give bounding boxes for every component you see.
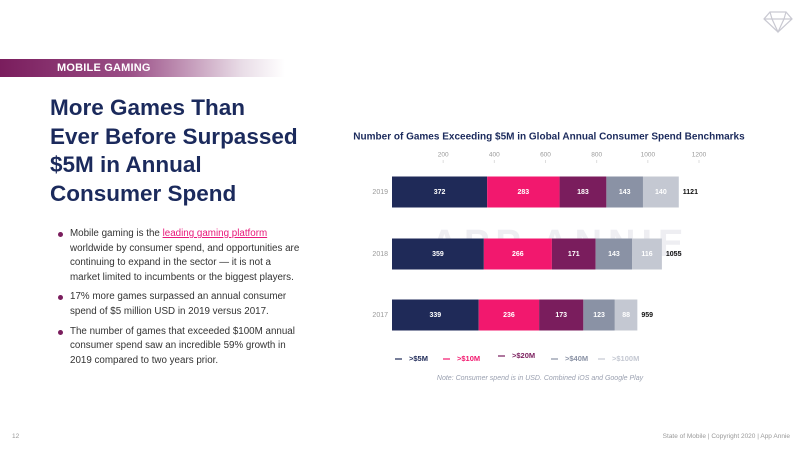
bullet: 17% more games surpassed an annual consu… bbox=[57, 290, 302, 319]
value-label: 173 bbox=[555, 312, 567, 319]
bar-segment bbox=[595, 238, 633, 270]
chart-note: Note: Consumer spend is in USD. Combined… bbox=[437, 375, 644, 382]
y-tick-label: 2018 bbox=[372, 251, 388, 258]
value-label: 183 bbox=[577, 189, 589, 196]
total-label: 1055 bbox=[666, 251, 682, 258]
footer-credit: State of Mobile | Copyright 2020 | App A… bbox=[662, 433, 790, 440]
bar-segment bbox=[583, 299, 615, 331]
value-label: 116 bbox=[641, 251, 652, 258]
value-label: 339 bbox=[430, 312, 442, 319]
x-tick-label: 400 bbox=[489, 152, 500, 159]
value-label: 372 bbox=[434, 189, 446, 196]
value-label: 266 bbox=[512, 251, 524, 258]
bar-segment bbox=[642, 176, 679, 208]
title-line: Consumer Spend bbox=[50, 180, 237, 206]
bar-segment bbox=[478, 299, 540, 331]
bar-segment bbox=[392, 299, 479, 331]
x-tick-label: 800 bbox=[591, 152, 602, 159]
bullet-text: 17% more games surpassed an annual consu… bbox=[70, 291, 287, 317]
bar-segment bbox=[483, 238, 552, 270]
page-number: 12 bbox=[12, 433, 20, 440]
bar-segment bbox=[606, 176, 643, 208]
bullet-text: The number of games that exceeded $100M … bbox=[70, 325, 295, 366]
value-label: 143 bbox=[619, 189, 631, 196]
y-tick-label: 2019 bbox=[372, 189, 388, 196]
logo bbox=[763, 11, 793, 34]
x-tick-label: 200 bbox=[438, 152, 449, 159]
title-line: Ever Before Surpassed bbox=[50, 123, 298, 149]
bar-segment bbox=[392, 176, 488, 208]
legend-label: >$20M bbox=[512, 351, 535, 360]
slide-title: More Games Than Ever Before Surpassed $5M … bbox=[50, 94, 298, 208]
x-tick-label: 1200 bbox=[692, 152, 707, 159]
value-label: 143 bbox=[608, 251, 620, 258]
bullet-text: worldwide by consumer spend, and opportu… bbox=[70, 242, 300, 283]
title-line: More Games Than bbox=[50, 95, 246, 120]
section-band: MOBILE GAMING bbox=[0, 59, 285, 77]
bar-segment bbox=[487, 176, 560, 208]
legend-label: >$100M bbox=[612, 354, 639, 363]
value-label: 171 bbox=[568, 251, 580, 258]
x-tick-label: 1000 bbox=[641, 152, 656, 159]
total-label: 1121 bbox=[683, 189, 698, 196]
bar-segment bbox=[392, 238, 484, 270]
total-label: 959 bbox=[641, 312, 653, 319]
value-label: 283 bbox=[518, 189, 530, 196]
value-label: 359 bbox=[432, 251, 444, 258]
legend-label: >$10M bbox=[457, 354, 480, 363]
title-line: $5M in Annual bbox=[50, 152, 202, 177]
section-tag: MOBILE GAMING bbox=[57, 62, 151, 74]
bullet-text: Mobile gaming is the bbox=[70, 228, 163, 239]
bar-segment bbox=[632, 238, 662, 270]
bullet-link[interactable]: leading gaming platform bbox=[162, 228, 268, 239]
bar-segment bbox=[614, 299, 638, 331]
legend-label: >$5M bbox=[409, 354, 428, 363]
bar-segment bbox=[559, 176, 607, 208]
value-label: 140 bbox=[655, 189, 667, 196]
bar-segment bbox=[539, 299, 584, 331]
value-label: 236 bbox=[503, 312, 515, 319]
value-label: 123 bbox=[593, 312, 605, 319]
bullet: The number of games that exceeded $100M … bbox=[57, 325, 302, 369]
legend-label: >$40M bbox=[565, 354, 588, 363]
bullet-list: Mobile gaming is the leading gaming plat… bbox=[57, 227, 302, 373]
value-label: 88 bbox=[622, 312, 630, 319]
bar-segment bbox=[551, 238, 596, 270]
bullet: Mobile gaming is the leading gaming plat… bbox=[57, 227, 302, 285]
chart-title: Number of Games Exceeding $5M in Global … bbox=[353, 132, 745, 143]
y-tick-label: 2017 bbox=[372, 312, 388, 319]
x-tick-label: 600 bbox=[540, 152, 551, 159]
